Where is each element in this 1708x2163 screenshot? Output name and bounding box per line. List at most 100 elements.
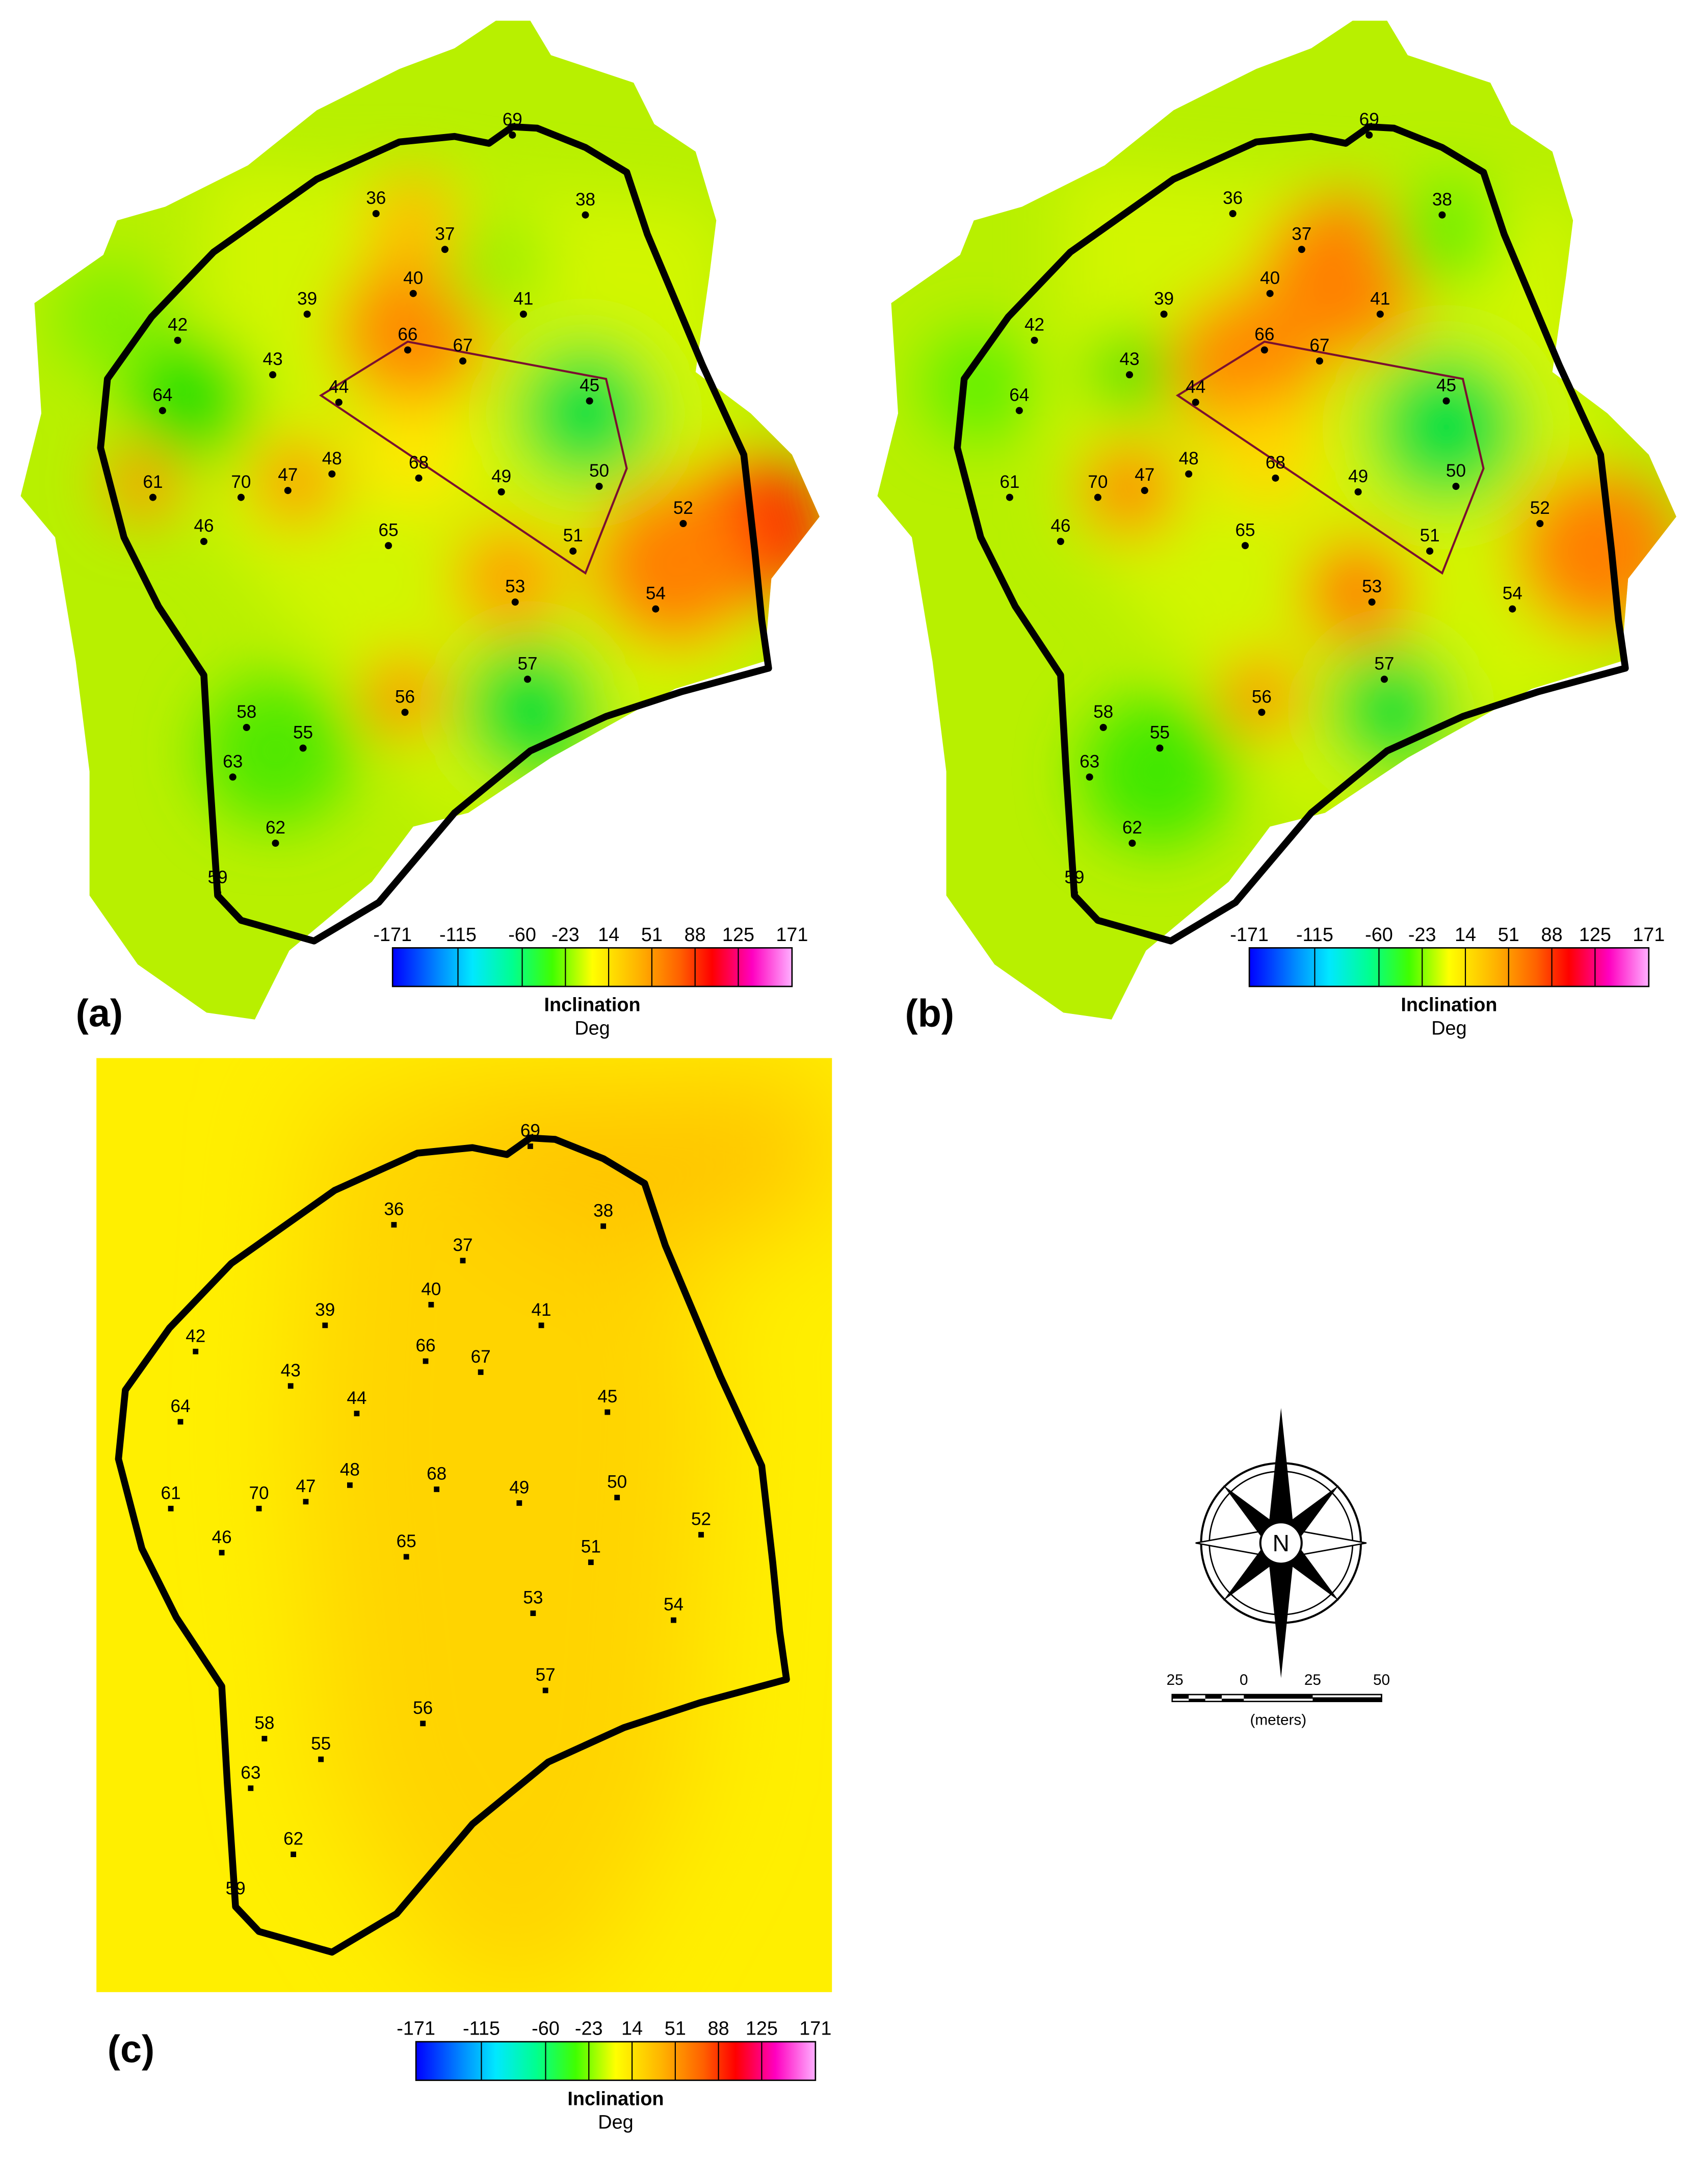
colorbar-label: 125 [746, 2018, 778, 2040]
compass-point [1268, 1408, 1294, 1543]
colorbar-label: 88 [708, 2018, 729, 2040]
well-dot [1185, 470, 1193, 478]
well-label: 65 [1235, 520, 1255, 540]
well-label: 59 [207, 867, 227, 887]
well-label: 62 [283, 1829, 303, 1849]
scale-check [1172, 1695, 1189, 1699]
well-label: 49 [1348, 466, 1368, 486]
well-label: 69 [520, 1121, 540, 1141]
well-label: 54 [646, 584, 666, 604]
contour-zone [296, 1074, 717, 1992]
well-dot [1229, 210, 1237, 218]
well-label: 69 [503, 110, 522, 129]
well-dot [1438, 211, 1446, 219]
well-dot [404, 346, 411, 354]
panel-label: (b) [905, 992, 954, 1035]
well-label: 40 [1260, 268, 1280, 288]
contour-blobs [923, 165, 1676, 848]
contour-zone [1081, 440, 1178, 538]
colorbar-label: -115 [439, 924, 477, 946]
well-label: 54 [1503, 584, 1522, 604]
scale-check [1222, 1699, 1244, 1702]
panels: 36 37 38 39 40 41 42 43 44 45 46 47 48 49 50 51 52 53 54 55… [20, 20, 1676, 2133]
well-label: 51 [581, 1537, 601, 1557]
well-label: 37 [435, 224, 455, 244]
well-label: 51 [1420, 526, 1440, 545]
well-label: 38 [575, 190, 595, 210]
well-dot [434, 1487, 440, 1492]
well-label: 49 [491, 466, 511, 486]
well-label: 44 [347, 1388, 366, 1408]
well-label: 45 [580, 376, 599, 396]
well-dot [428, 1301, 434, 1308]
scale-label: 0 [1240, 1672, 1248, 1688]
well-label: 40 [421, 1279, 441, 1299]
well-label: 42 [168, 315, 188, 335]
well-dot [284, 487, 292, 494]
well-label: 64 [170, 1396, 190, 1416]
well-dot [1125, 371, 1134, 379]
well-dot [420, 1721, 426, 1727]
well-dot [478, 1369, 484, 1375]
well-dot [335, 399, 343, 406]
well-label: 44 [1186, 377, 1205, 397]
well-label: 43 [263, 349, 283, 369]
well-dot [232, 1901, 239, 1907]
well-label: 56 [413, 1698, 433, 1718]
well-dot [1452, 483, 1460, 490]
colorbar-label: 14 [598, 924, 619, 946]
scale-label: 50 [1373, 1672, 1390, 1688]
well-dot [538, 1322, 544, 1328]
well-dot [600, 1223, 607, 1229]
well-label: 41 [513, 289, 533, 308]
contour-zone [199, 675, 352, 827]
compass-center [1259, 1521, 1303, 1565]
contour-zone [365, 172, 462, 269]
contour-zone [454, 524, 565, 634]
well-dot [1057, 538, 1064, 545]
contour-zone [1370, 351, 1522, 503]
well-dot [193, 1348, 199, 1354]
well-dot [219, 1550, 225, 1556]
well-dot [372, 210, 380, 218]
colorbar-label: 171 [776, 924, 808, 946]
colorbar-label: 125 [722, 924, 754, 946]
well-label: 58 [1093, 702, 1113, 722]
well-label: 55 [311, 1734, 331, 1754]
colorbar-ramp [391, 947, 793, 987]
well-label: 67 [1309, 335, 1329, 355]
colorbar-label: 125 [1579, 924, 1611, 946]
well-dot [1070, 889, 1078, 897]
well-dot [582, 211, 589, 219]
well-label: 63 [241, 1763, 260, 1783]
colorbar-label: 14 [1455, 924, 1476, 946]
contour-zone [1081, 695, 1233, 848]
compass: N [1195, 1408, 1367, 1678]
well-dot [391, 1222, 397, 1228]
contour-zone [516, 344, 654, 482]
well-dot [1258, 709, 1266, 716]
well-label: 52 [1530, 498, 1550, 518]
well-dot [698, 1532, 704, 1538]
map-panel: 36 37 38 39 40 41 42 43 44 45 46 47 48 49 50 51 52 53 54 55… [877, 20, 1676, 1039]
well-dot [679, 519, 687, 528]
well-label: 55 [293, 723, 313, 743]
well-dot [530, 1610, 536, 1617]
colorbar-label: -115 [463, 2018, 500, 2040]
well-label: 70 [249, 1483, 269, 1503]
well-dot [200, 538, 207, 545]
map-panel: 36 37 38 39 40 41 42 43 44 45 46 47 48 49 50 51 52 53 54 55… [96, 1058, 832, 2133]
well-label: 59 [226, 1879, 246, 1898]
well-dot [1192, 399, 1199, 406]
contour-fill [923, 165, 1676, 848]
well-label: 47 [296, 1476, 316, 1496]
well-label: 58 [254, 1713, 274, 1733]
colorbar-title: Inclination [567, 2088, 664, 2109]
well-dot [415, 474, 423, 482]
well-dot [1376, 310, 1384, 318]
contour-zone [1329, 647, 1454, 772]
well-dot [318, 1756, 324, 1762]
well-label: 45 [1436, 376, 1456, 396]
scale-check [1189, 1699, 1205, 1702]
